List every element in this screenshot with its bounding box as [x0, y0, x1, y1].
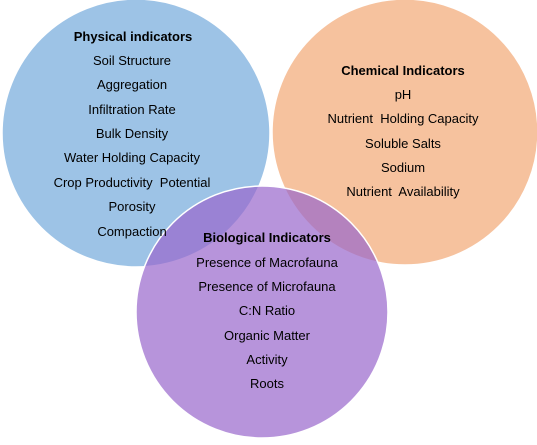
biological-item: Organic Matter: [224, 328, 311, 343]
chemical-indicators-circle: [271, 0, 537, 266]
chemical-item: Nutrient Availability: [346, 184, 460, 199]
physical-item: Soil Structure: [93, 53, 171, 68]
physical-item: Infiltration Rate: [88, 102, 175, 117]
physical-item: Crop Productivity Potential: [54, 175, 211, 190]
biological-item: Roots: [250, 376, 284, 391]
physical-item: Water Holding Capacity: [64, 150, 201, 165]
biological-item: C:N Ratio: [239, 303, 295, 318]
physical-item: Compaction: [97, 224, 166, 239]
chemical-item: Nutrient Holding Capacity: [327, 111, 479, 126]
physical-item: Bulk Density: [96, 126, 169, 141]
biological-item: Presence of Microfauna: [198, 279, 336, 294]
physical-item: Aggregation: [97, 77, 167, 92]
chemical-item: Sodium: [381, 160, 425, 175]
chemical-indicators-title: Chemical Indicators: [341, 63, 465, 78]
biological-item: Activity: [246, 352, 288, 367]
physical-indicators-title: Physical indicators: [74, 29, 193, 44]
biological-indicators-title: Biological Indicators: [203, 230, 331, 245]
biological-indicators-circle: [135, 185, 389, 439]
physical-item: Porosity: [109, 199, 156, 214]
biological-item: Presence of Macrofauna: [196, 255, 338, 270]
chemical-item: Soluble Salts: [365, 136, 441, 151]
chemical-item: pH: [395, 87, 412, 102]
